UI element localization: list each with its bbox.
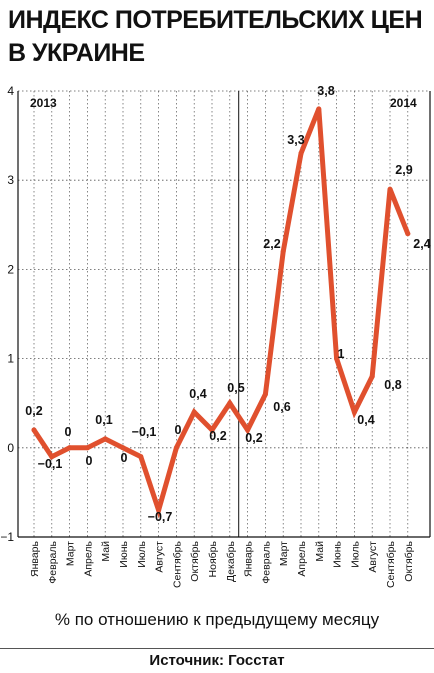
- y-tick-label-4: 0: [7, 441, 14, 455]
- data-label-11: 0,5: [227, 381, 244, 395]
- x-tick-label-7: Август: [154, 541, 166, 573]
- data-point-19: [369, 373, 375, 379]
- data-point-6: [138, 454, 144, 460]
- data-point-21: [405, 231, 411, 237]
- x-tick-label-3: Апрель: [82, 540, 94, 576]
- data-label-9: 0,4: [189, 387, 206, 401]
- data-label-21: 2,4: [413, 237, 430, 251]
- data-label-17: 1: [338, 347, 345, 361]
- x-tick-label-21: Октябрь: [403, 540, 415, 581]
- data-point-16: [316, 106, 322, 112]
- x-tick-label-20: Сентябрь: [385, 540, 397, 588]
- y-tick-label-1: 3: [7, 173, 14, 187]
- x-tick-label-16: Май: [314, 541, 326, 562]
- x-tick-label-5: Июнь: [118, 540, 130, 567]
- data-point-12: [245, 427, 251, 433]
- data-point-4: [102, 436, 108, 442]
- data-point-9: [191, 409, 197, 415]
- data-label-6: −0,1: [132, 425, 157, 439]
- series-line: [31, 107, 411, 519]
- x-tick-label-15: Апрель: [296, 540, 308, 576]
- data-point-14: [280, 249, 286, 255]
- data-label-1: −0,1: [38, 457, 63, 471]
- data-point-1: [49, 454, 55, 460]
- x-tick-label-1: Февраль: [47, 540, 59, 583]
- chart-title-line-1: ИНДЕКС ПОТРЕБИТЕЛЬСКИХ ЦЕН: [8, 6, 423, 34]
- data-point-2: [67, 445, 73, 451]
- data-point-5: [120, 445, 126, 451]
- data-point-17: [334, 356, 340, 362]
- source-note: Источник: Госстат: [0, 648, 434, 673]
- data-label-8: 0: [175, 423, 182, 437]
- data-label-0: 0,2: [25, 404, 42, 418]
- x-tick-label-14: Март: [278, 541, 290, 566]
- y-tick-label-0: 4: [7, 84, 14, 98]
- data-point-15: [298, 150, 304, 156]
- data-point-0: [31, 427, 37, 433]
- line-chart: 4 3 2 1 0 −1 2013 2014 0,2 −0,1 0 0 0,1 0 −0,1 −0,7 0 0,4…: [0, 84, 430, 588]
- data-label-13: 0,6: [273, 400, 290, 414]
- x-tick-label-8: Сентябрь: [171, 540, 183, 588]
- x-tick-label-18: Июль: [349, 540, 361, 567]
- data-label-15: 3,3: [287, 133, 304, 147]
- y-tick-label-3: 1: [7, 352, 14, 366]
- chart-title: ИНДЕКС ПОТРЕБИТЕЛЬСКИХ ЦЕН В УКРАИНЕ: [8, 4, 428, 70]
- data-label-18: 0,4: [357, 413, 374, 427]
- data-label-4: 0,1: [95, 413, 112, 427]
- chart-caption: % по отношению к предыдущему месяцу: [54, 610, 380, 629]
- data-label-7: −0,7: [148, 510, 173, 524]
- data-label-10: 0,2: [209, 429, 226, 443]
- data-point-11: [227, 400, 233, 406]
- data-label-19: 0,8: [384, 378, 401, 392]
- data-point-10: [209, 427, 215, 433]
- x-tick-label-2: Март: [65, 541, 77, 566]
- x-tick-label-17: Июнь: [332, 540, 344, 567]
- data-label-5: 0: [121, 451, 128, 465]
- x-tick-label-11: Декабрь: [225, 540, 237, 581]
- x-tick-label-12: Январь: [243, 540, 255, 577]
- data-label-12: 0,2: [245, 431, 262, 445]
- data-point-3: [84, 445, 90, 451]
- year-label-2014: 2014: [390, 96, 417, 110]
- data-label-14: 2,2: [263, 237, 280, 251]
- data-point-13: [262, 391, 268, 397]
- x-tick-label-19: Август: [367, 541, 379, 573]
- x-tick-label-6: Июль: [136, 540, 148, 567]
- data-label-2: 0: [65, 425, 72, 439]
- y-tick-label-5: −1: [0, 530, 14, 544]
- data-point-18: [351, 409, 357, 415]
- x-tick-label-4: Май: [100, 541, 112, 562]
- chart-title-line-2: В УКРАИНЕ: [8, 39, 145, 67]
- data-label-20: 2,9: [395, 163, 412, 177]
- data-point-8: [173, 445, 179, 451]
- y-tick-label-2: 2: [7, 262, 14, 276]
- data-point-7: [156, 507, 162, 513]
- x-tick-label-0: Январь: [29, 540, 41, 577]
- year-label-2013: 2013: [30, 96, 57, 110]
- data-point-20: [387, 186, 393, 192]
- data-label-3: 0: [86, 454, 93, 468]
- x-tick-label-9: Октябрь: [189, 540, 201, 581]
- x-tick-label-13: Февраль: [260, 540, 272, 583]
- data-label-16: 3,8: [317, 84, 334, 98]
- x-tick-label-10: Ноябрь: [207, 540, 219, 577]
